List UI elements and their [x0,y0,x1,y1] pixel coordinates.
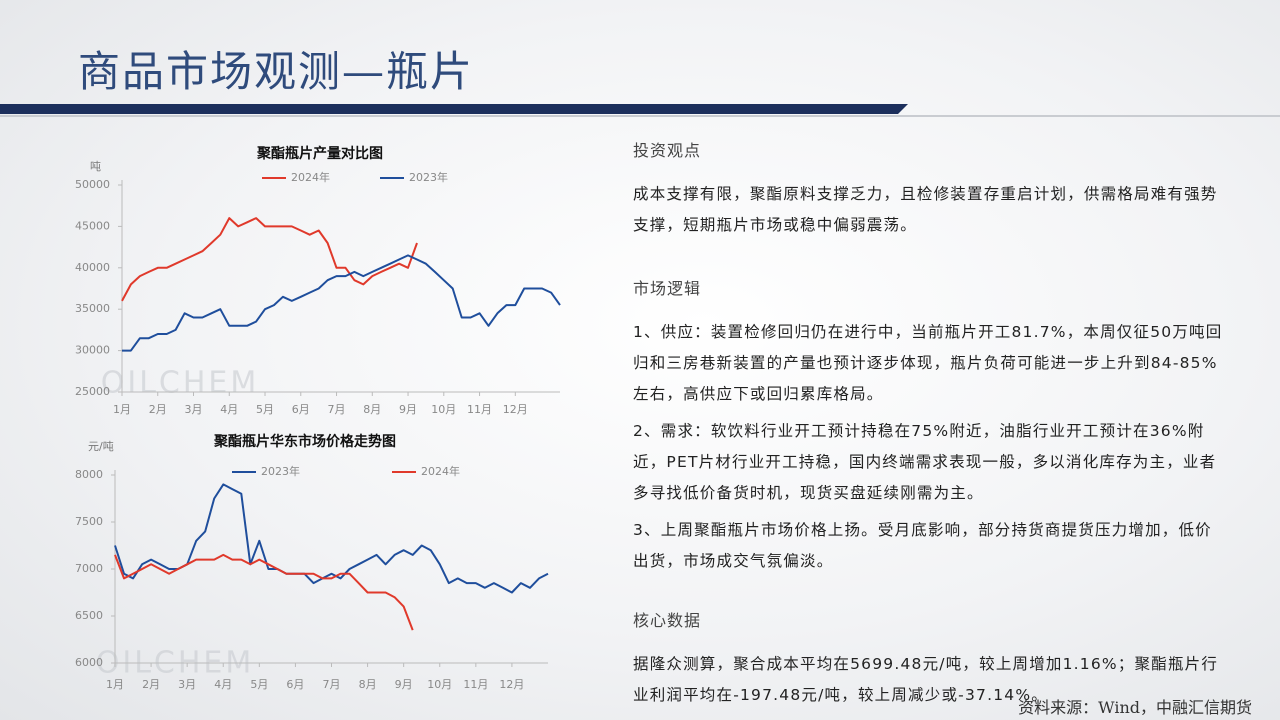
x-tick-label: 12月 [503,403,528,416]
paragraph: 2、需求：软饮料行业开工预计持稳在75%附近，油脂行业开工预计在36%附近，PE… [633,422,1217,502]
x-tick-label: 9月 [395,678,413,691]
legend-label: 2024年 [291,170,330,184]
x-tick-label: 4月 [220,403,238,416]
text-section: 市场逻辑 1、供应：装置检修回归仍在进行中，当前瓶片开工81.7%，本周仅征50万… [633,275,1223,583]
x-tick-label: 2月 [142,678,160,691]
section-heading: 投资观点 [633,141,702,160]
paragraph: 1、供应：装置检修回归仍在进行中，当前瓶片开工81.7%，本周仅征50万吨回归和… [633,323,1223,403]
x-tick-label: 2月 [149,403,167,416]
text-section: 投资观点成本支撑有限，聚酯原料支撑乏力，且检修装置存重启计划，供需格局难有强势支… [633,137,1223,247]
watermark: OILCHEM [101,366,260,401]
x-tick-label: 11月 [463,678,488,691]
paragraph: 3、上周聚酯瓶片市场价格上扬。受月底影响，部分持货商提货压力增加，低价出货，市场… [633,521,1212,570]
x-tick-label: 7月 [328,403,346,416]
y-tick-label: 8000 [75,468,103,481]
source-note: 资料来源：Wind，中融汇信期货 [1018,698,1252,717]
y-tick-label: 6500 [75,609,103,622]
x-tick-label: 9月 [399,403,417,416]
x-tick-label: 6月 [292,403,310,416]
section-heading: 市场逻辑 [633,279,702,298]
y-axis-unit: 元/吨 [88,440,114,453]
y-tick-label: 40000 [75,261,110,274]
y-tick-label: 50000 [75,178,110,191]
x-tick-label: 10月 [427,678,452,691]
chart-title: 聚酯瓶片产量对比图 [256,145,383,162]
text-section: 核心数据据隆众测算，聚合成本平均在5699.48元/吨，较上周增加1.16%；聚… [633,607,1223,717]
x-tick-label: 12月 [499,678,524,691]
y-tick-label: 35000 [75,302,110,315]
series-line [114,553,414,631]
x-tick-label: 1月 [113,403,131,416]
x-tick-label: 5月 [250,678,268,691]
y-tick-label: 7000 [75,562,103,575]
y-tick-label: 45000 [75,219,110,232]
paragraph: 成本支撑有限，聚酯原料支撑乏力，且检修装置存重启计划，供需格局难有强势支撑，短期… [633,185,1218,234]
y-tick-label: 6000 [75,656,103,669]
paragraph: 据隆众测算，聚合成本平均在5699.48元/吨，较上周增加1.16%；聚酯瓶片行… [633,655,1219,704]
section-heading: 核心数据 [633,611,702,630]
y-tick-label: 30000 [75,344,110,357]
series-line [122,254,561,352]
x-tick-label: 1月 [106,678,124,691]
legend-label: 2024年 [421,464,460,478]
y-axis-unit: 吨 [90,160,101,173]
x-tick-label: 4月 [214,678,232,691]
x-tick-label: 5月 [256,403,274,416]
x-tick-label: 3月 [185,403,203,416]
x-tick-label: 7月 [323,678,341,691]
chart-title: 聚酯瓶片华东市场价格走势图 [213,433,396,450]
x-tick-label: 8月 [363,403,381,416]
slide-title: 商品市场观测—瓶片 [78,47,475,96]
x-tick-label: 10月 [431,403,456,416]
series-line [121,217,418,302]
x-tick-label: 6月 [286,678,304,691]
series-line [114,483,549,594]
legend-label: 2023年 [261,464,300,478]
x-tick-label: 8月 [359,678,377,691]
x-tick-label: 11月 [467,403,492,416]
x-tick-label: 3月 [178,678,196,691]
y-tick-label: 7500 [75,515,103,528]
legend-label: 2023年 [409,170,448,184]
header-bar [0,104,908,114]
y-tick-label: 25000 [75,385,110,398]
